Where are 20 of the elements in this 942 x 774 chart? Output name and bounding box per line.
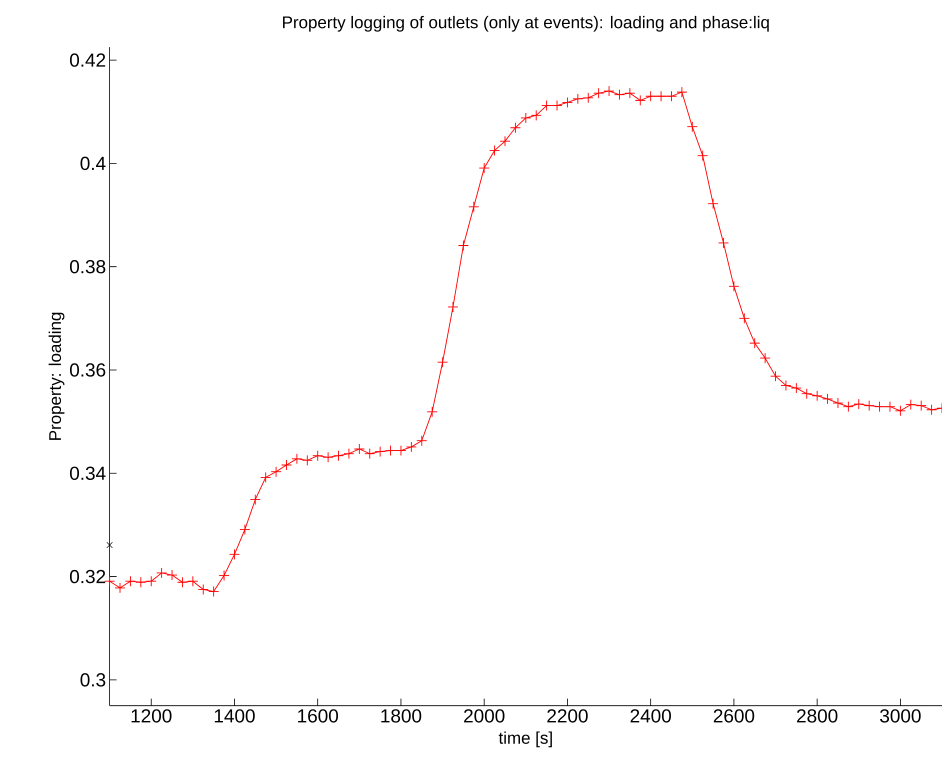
y-tick-label: 0.34: [70, 466, 106, 480]
y-tick-label: 0.38: [70, 260, 106, 274]
x-axis-title: time [s]: [498, 731, 552, 748]
x-tick-label: 1200: [132, 709, 172, 723]
y-tick-label: 0.4: [80, 156, 106, 170]
chart-title: Property logging of outlets (only at events): loading and phase:liq: [283, 16, 769, 32]
y-axis-title: Property: loading: [48, 312, 64, 440]
x-tick-label: 2800: [797, 709, 838, 723]
y-tick-label: 0.36: [70, 363, 106, 377]
x-tick-label: 2400: [630, 709, 671, 723]
x-tick-label: 2000: [464, 709, 504, 723]
x-tick-label: 1400: [214, 709, 255, 723]
x-tick-label: 2600: [714, 709, 754, 723]
y-tick-label: 0.42: [70, 53, 106, 67]
x-tick-label: 3000: [880, 709, 921, 723]
y-tick-label: 0.32: [70, 570, 106, 584]
x-tick-label: 2200: [547, 709, 588, 723]
x-tick-label: 1600: [298, 709, 338, 723]
x-tick-label: 1800: [381, 709, 422, 723]
y-tick-label: 0.3: [80, 673, 106, 687]
